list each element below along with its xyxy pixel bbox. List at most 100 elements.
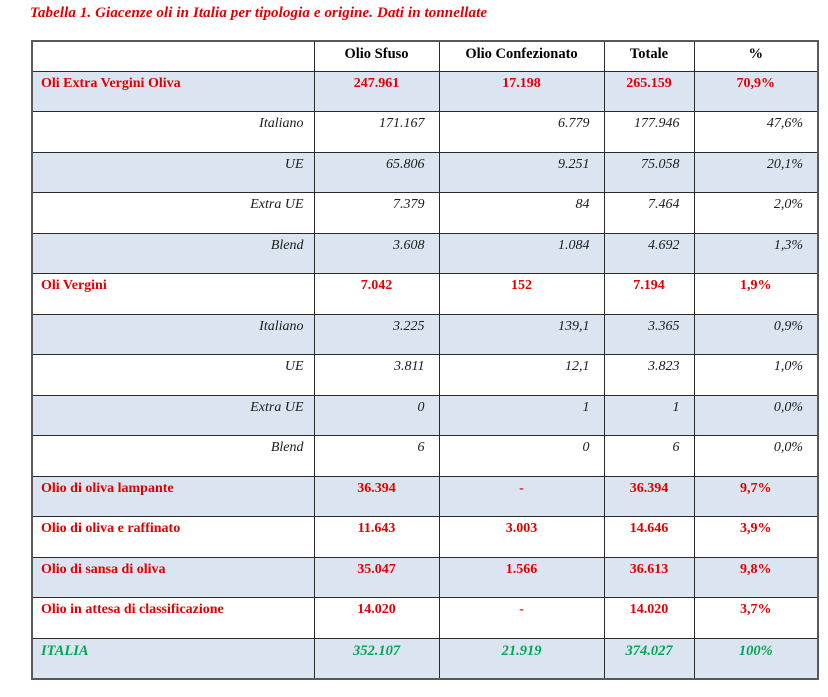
value-cell: 3.365 [603, 313, 695, 355]
value-cell: 7.042 [313, 273, 440, 315]
value-cell: 7.194 [603, 273, 695, 315]
value-cell: 3,9% [693, 516, 819, 558]
column-header: Olio Sfuso [313, 40, 440, 72]
value-cell: 177.946 [603, 111, 695, 153]
giacenze-oli-table: Olio Sfuso Olio Confezionato Totale% Oli E… [31, 40, 819, 680]
column-header: Olio Confezionato [438, 40, 605, 72]
value-cell: 6 [313, 435, 440, 477]
value-cell: 3,7% [693, 597, 819, 639]
value-cell: 84 [438, 192, 605, 234]
table-row: Olio di oliva lampante 36.394-36.394 9,7% [31, 475, 819, 517]
table-row: Italiano 171.167 6.779 177.946 47,6% [31, 111, 819, 153]
value-cell: 3.608 [313, 232, 440, 274]
table-row: UE 3.811 12,1 3.823 1,0% [31, 354, 819, 396]
row-label-cell: Extra UE [31, 192, 315, 234]
column-header: % [693, 40, 819, 72]
value-cell: 4.692 [603, 232, 695, 274]
row-label-cell: Olio di sansa di oliva [31, 556, 315, 598]
table-row: Olio di oliva e raffinato 11.643 3.003 14.6… [31, 516, 819, 558]
value-cell: 1.566 [438, 556, 605, 598]
table-row: Oli Extra Vergini Oliva 247.961 17.198 265.… [31, 70, 819, 112]
row-label-cell: Italiano [31, 313, 315, 355]
row-label-cell: UE [31, 354, 315, 396]
value-cell: 14.646 [603, 516, 695, 558]
value-cell: - [438, 475, 605, 517]
value-cell: 75.058 [603, 151, 695, 193]
table-caption: Tabella 1. Giacenze oli in Italia per ti… [30, 5, 488, 21]
value-cell: 9.251 [438, 151, 605, 193]
value-cell: 3.003 [438, 516, 605, 558]
table-row: Italiano 3.225 139,1 3.365 0,9% [31, 313, 819, 355]
value-cell: 36.613 [603, 556, 695, 598]
table-row: Extra UE 7.379 84 7.464 2,0% [31, 192, 819, 234]
row-label-cell: Olio di oliva lampante [31, 475, 315, 517]
value-cell: 21.919 [438, 637, 605, 679]
value-cell: 3.225 [313, 313, 440, 355]
table-row: Oli Vergini 7.042 152 7.194 1,9% [31, 273, 819, 315]
value-cell: 1.084 [438, 232, 605, 274]
value-cell: 1 [438, 394, 605, 436]
value-cell: 65.806 [313, 151, 440, 193]
table-row: Blend 6 0 6 0,0% [31, 435, 819, 477]
row-label-cell: Italiano [31, 111, 315, 153]
value-cell: 1,9% [693, 273, 819, 315]
value-cell: 70,9% [693, 70, 819, 112]
value-cell: 7.464 [603, 192, 695, 234]
row-label-cell: UE [31, 151, 315, 193]
value-cell: 9,8% [693, 556, 819, 598]
row-label-cell: Olio di oliva e raffinato [31, 516, 315, 558]
value-cell: 9,7% [693, 475, 819, 517]
value-cell: 17.198 [438, 70, 605, 112]
column-header-empty [31, 40, 315, 72]
value-cell: 265.159 [603, 70, 695, 112]
value-cell: 1,3% [693, 232, 819, 274]
value-cell: 100% [693, 637, 819, 679]
row-label-cell: Extra UE [31, 394, 315, 436]
value-cell: 20,1% [693, 151, 819, 193]
row-label-cell: Oli Vergini [31, 273, 315, 315]
row-label-cell: Oli Extra Vergini Oliva [31, 70, 315, 112]
value-cell: 247.961 [313, 70, 440, 112]
table-row: Olio di sansa di oliva 35.047 1.566 36.613 9… [31, 556, 819, 598]
value-cell: 47,6% [693, 111, 819, 153]
column-header: Totale [603, 40, 695, 72]
value-cell: 12,1 [438, 354, 605, 396]
value-cell: 139,1 [438, 313, 605, 355]
value-cell: 374.027 [603, 637, 695, 679]
row-label-cell: ITALIA [31, 637, 315, 679]
row-label-cell: Olio in attesa di classificazione [31, 597, 315, 639]
value-cell: 3.823 [603, 354, 695, 396]
value-cell: 352.107 [313, 637, 440, 679]
table-header-row: Olio Sfuso Olio Confezionato Totale% [31, 40, 819, 72]
value-cell: - [438, 597, 605, 639]
value-cell: 6 [603, 435, 695, 477]
value-cell: 14.020 [603, 597, 695, 639]
table-row: Olio in attesa di classificazione 14.020-… [31, 597, 819, 639]
value-cell: 6.779 [438, 111, 605, 153]
table-row: Blend 3.608 1.084 4.692 1,3% [31, 232, 819, 274]
value-cell: 1,0% [693, 354, 819, 396]
value-cell: 1 [603, 394, 695, 436]
value-cell: 14.020 [313, 597, 440, 639]
table-row: UE 65.806 9.251 75.058 20,1% [31, 151, 819, 193]
value-cell: 0,0% [693, 435, 819, 477]
value-cell: 11.643 [313, 516, 440, 558]
value-cell: 2,0% [693, 192, 819, 234]
row-label-cell: Blend [31, 232, 315, 274]
value-cell: 3.811 [313, 354, 440, 396]
row-label-cell: Blend [31, 435, 315, 477]
value-cell: 36.394 [603, 475, 695, 517]
value-cell: 36.394 [313, 475, 440, 517]
value-cell: 0 [438, 435, 605, 477]
value-cell: 0 [313, 394, 440, 436]
table-row: Extra UE 0 1 1 0,0% [31, 394, 819, 436]
value-cell: 0,9% [693, 313, 819, 355]
table-body: Oli Extra Vergini Oliva 247.961 17.198 265.… [31, 70, 819, 679]
table-row: ITALIA 352.107 21.919 374.027 100% [31, 637, 819, 679]
value-cell: 35.047 [313, 556, 440, 598]
value-cell: 0,0% [693, 394, 819, 436]
value-cell: 171.167 [313, 111, 440, 153]
value-cell: 7.379 [313, 192, 440, 234]
value-cell: 152 [438, 273, 605, 315]
